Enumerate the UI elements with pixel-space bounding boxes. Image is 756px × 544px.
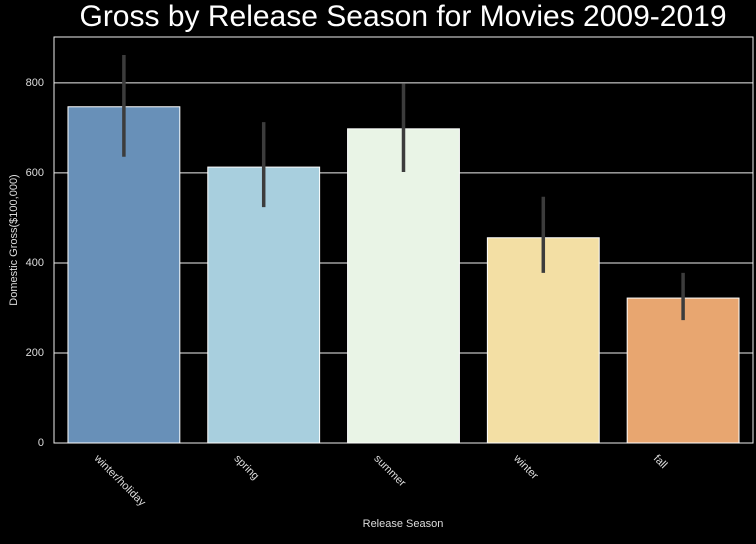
y-tick-label: 800 <box>26 77 44 89</box>
y-tick-label: 200 <box>26 347 44 359</box>
bar <box>347 128 460 444</box>
chart-title: Gross by Release Season for Movies 2009-… <box>79 0 726 33</box>
bar <box>486 237 600 444</box>
x-tick-label: fall <box>651 453 669 471</box>
bar <box>207 166 321 444</box>
y-tick-label: 0 <box>38 437 44 449</box>
bar <box>626 297 740 444</box>
x-tick-label: spring <box>232 453 262 483</box>
y-tick-label: 600 <box>26 167 44 179</box>
x-tick-label: winter <box>510 452 540 482</box>
y-axis-label: Domestic Gross($100,000) <box>8 174 20 305</box>
y-tick-label: 400 <box>26 257 44 269</box>
x-axis-label: Release Season <box>363 518 444 530</box>
bar <box>67 106 181 444</box>
x-tick-label: winter/holiday <box>91 452 148 509</box>
x-tick-label: summer <box>371 453 408 490</box>
